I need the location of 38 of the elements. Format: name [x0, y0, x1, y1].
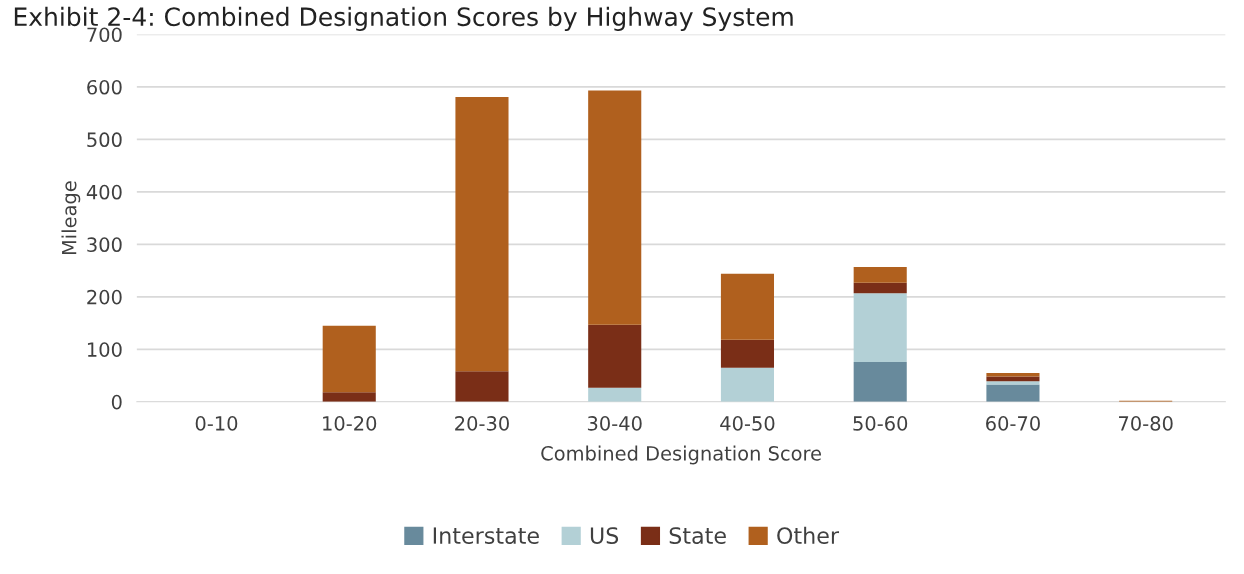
bar: [720, 273, 775, 340]
bar: [986, 372, 1040, 377]
y-tick-label: 300: [87, 237, 122, 253]
legend-label: Interstate: [433, 527, 539, 544]
bar: [853, 266, 907, 283]
y-tick-label: 100: [87, 342, 122, 357]
legend-label: State: [669, 527, 726, 544]
legend-label: US: [590, 527, 619, 544]
bar: [588, 324, 642, 388]
x-tick-label: 60-70: [986, 416, 1040, 431]
y-tick-label: 200: [87, 289, 122, 305]
y-tick-label: 500: [87, 132, 122, 148]
x-axis-title: Combined Designation Score: [541, 445, 821, 465]
legend-label: Other: [777, 526, 840, 544]
y-tick-label: 600: [87, 79, 122, 95]
x-tick-label: 30-40: [587, 416, 642, 431]
bar: [853, 293, 907, 362]
bar: [986, 384, 1040, 402]
y-tick-label: 0: [111, 394, 122, 410]
bar: [853, 282, 907, 294]
bar: [455, 96, 509, 372]
x-tick-label: 0-10: [195, 416, 238, 431]
bar: [588, 387, 642, 402]
bar: [322, 325, 376, 393]
x-tick-label: 10-20: [323, 416, 377, 431]
x-tick-label: 40-50: [720, 416, 775, 431]
bar: [588, 90, 642, 325]
bar: [455, 371, 509, 402]
y-tick-label: 400: [86, 184, 122, 200]
bar: [720, 339, 775, 368]
bar: [322, 392, 376, 402]
bar: [720, 367, 775, 402]
y-axis-title: Mileage: [61, 181, 81, 255]
x-tick-label: 50-60: [853, 416, 908, 431]
x-tick-label: 20-30: [455, 416, 509, 431]
x-tick-label: 70-80: [1119, 416, 1173, 431]
bar: [853, 361, 907, 402]
bar: [986, 381, 1040, 385]
